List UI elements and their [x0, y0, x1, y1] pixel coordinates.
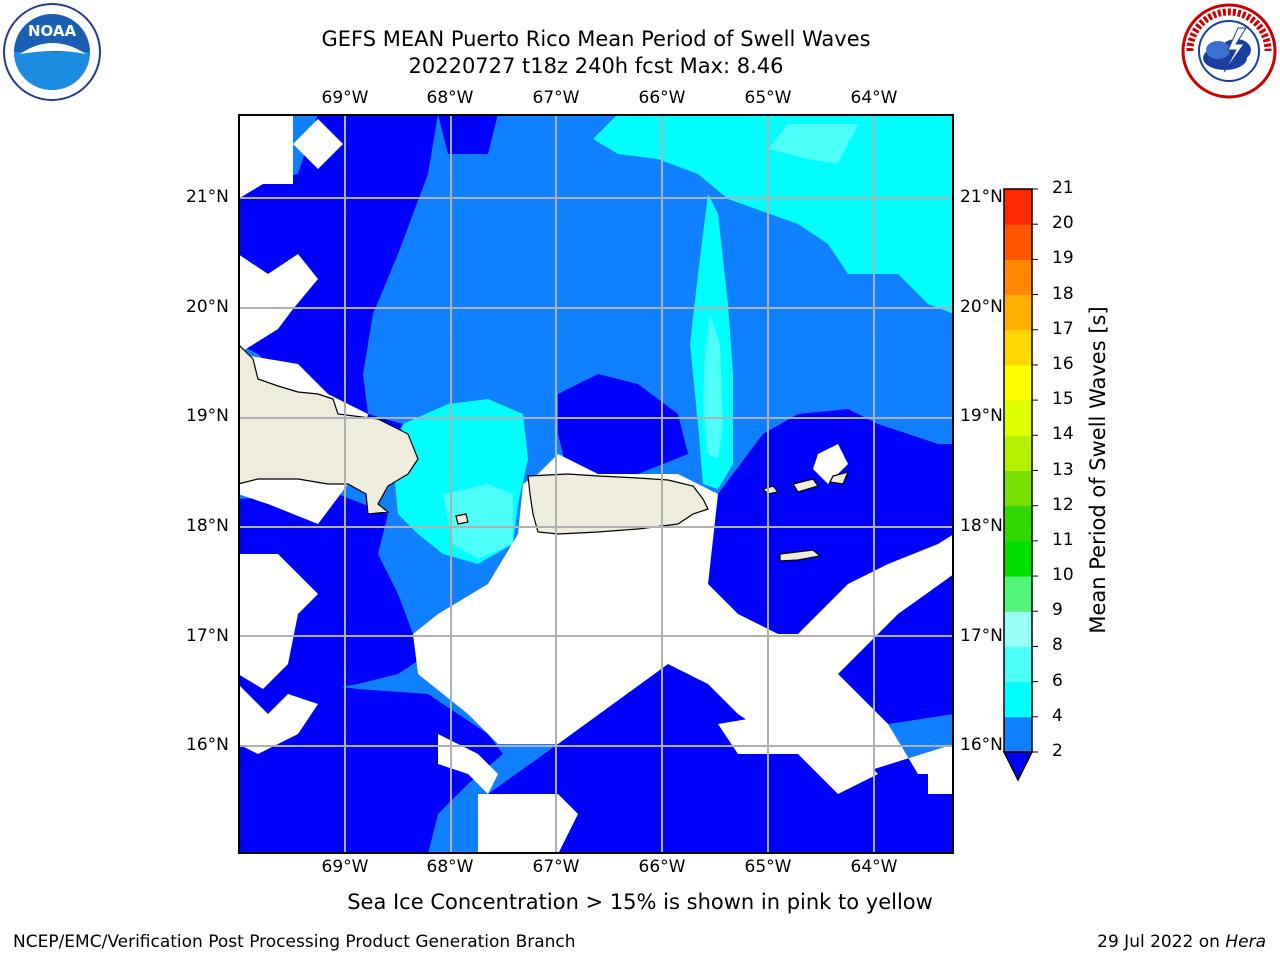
colorbar-frame: [1003, 188, 1033, 753]
colorbar-band-4: [1004, 681, 1032, 718]
footer-date-text: 29 Jul 2022 on: [1097, 932, 1220, 952]
lat-label-left-16n: 16°N: [186, 735, 229, 755]
noaa-logo: NOAA: [3, 3, 101, 101]
swell-light-cyan-tongue: [703, 314, 723, 459]
lon-label-top-64w: 64°W: [850, 88, 898, 108]
graticule: [238, 114, 954, 854]
map-border: [238, 114, 954, 854]
swell-deep-blue-southeast: [478, 664, 954, 854]
lon-label-top-66w: 66°W: [638, 88, 686, 108]
colorbar-bands: [1004, 188, 1038, 753]
colorbar-tick-15: 15: [1052, 389, 1074, 410]
colorbar-band-17: [1004, 294, 1032, 331]
mona-island-land: [455, 513, 469, 525]
colorbar-band-14: [1004, 400, 1032, 436]
lat-label-right-17n: 17°N: [960, 626, 1003, 646]
colorbar-band-12: [1004, 470, 1032, 507]
colorbar-tick-17: 17: [1052, 318, 1074, 339]
colorbar-tick-9: 9: [1052, 600, 1063, 621]
lat-label-left-21n: 21°N: [186, 187, 229, 207]
colorbar-tick-6: 6: [1052, 670, 1063, 691]
lat-label-right-19n: 19°N: [960, 406, 1003, 426]
colorbar-tick-2: 2: [1052, 741, 1063, 761]
lon-label-bottom-64w: 64°W: [850, 857, 898, 877]
colorbar-tick-13: 13: [1052, 459, 1074, 480]
lat-label-left-20n: 20°N: [186, 297, 229, 317]
colorbar-tick-12: 12: [1052, 494, 1074, 515]
lon-label-bottom-69w: 69°W: [321, 857, 369, 877]
lon-label-bottom-66w: 66°W: [638, 857, 686, 877]
map-title: GEFS MEAN Puerto Rico Mean Period of Swe…: [321, 27, 871, 51]
colorbar-band-2: [1004, 716, 1032, 753]
colorbar-band-19: [1004, 224, 1032, 260]
colorbar-band-16: [1004, 329, 1032, 366]
virgin-islands-land: [761, 471, 850, 495]
st-croix-land: [779, 549, 822, 562]
colorbar-tick-21: 21: [1052, 178, 1074, 198]
lon-label-top-69w: 69°W: [321, 88, 369, 108]
swell-light-cyan-south-pr: [443, 484, 513, 559]
footer-date: 29 Jul 2022 on Hera: [1097, 932, 1266, 952]
colorbar-under-arrow: [1002, 751, 1034, 782]
colorbar-band-6: [1004, 646, 1032, 683]
lon-label-bottom-68w: 68°W: [426, 857, 474, 877]
noaa-logo-text: NOAA: [28, 22, 77, 40]
lat-label-left-18n: 18°N: [186, 516, 229, 536]
nws-logo: [1181, 3, 1277, 99]
colorbar-tick-14: 14: [1052, 424, 1074, 445]
lon-label-bottom-67w: 67°W: [532, 857, 580, 877]
colorbar-title: Mean Period of Swell Waves [s]: [1086, 306, 1110, 634]
sea-ice-caption: Sea Ice Concentration > 15% is shown in …: [347, 890, 933, 914]
colorbar-tick-18: 18: [1052, 283, 1074, 304]
colorbar-tick-8: 8: [1052, 635, 1063, 656]
colorbar-tick-16: 16: [1052, 353, 1074, 374]
lat-label-left-19n: 19°N: [186, 406, 229, 426]
hispaniola-land: [238, 343, 419, 515]
colorbar-tick-20: 20: [1052, 213, 1074, 234]
colorbar-band-8: [1004, 611, 1032, 647]
colorbar-tick-10: 10: [1052, 565, 1074, 586]
colorbar-band-18: [1004, 259, 1032, 296]
colorbar-band-9: [1004, 576, 1032, 612]
colorbar: [1002, 188, 1038, 782]
swell-deep-blue-west: [238, 114, 438, 444]
colorbar-band-15: [1004, 364, 1032, 401]
lon-label-top-65w: 65°W: [744, 88, 792, 108]
lat-label-right-18n: 18°N: [960, 516, 1003, 536]
swell-cyan-region: [593, 114, 954, 314]
swell-deep-blue-mid: [558, 374, 688, 474]
footer-machine: Hera: [1225, 932, 1266, 952]
lat-label-left-17n: 17°N: [186, 626, 229, 646]
swell-light-cyan-patch: [768, 124, 858, 164]
map-panel: [238, 114, 954, 854]
colorbar-tick-19: 19: [1052, 248, 1074, 269]
lat-label-right-16n: 16°N: [960, 735, 1003, 755]
lon-label-top-67w: 67°W: [532, 88, 580, 108]
colorbar-band-10: [1004, 540, 1032, 577]
lon-label-bottom-65w: 65°W: [744, 857, 792, 877]
lon-label-top-68w: 68°W: [426, 88, 474, 108]
colorbar-band-20: [1004, 189, 1032, 225]
colorbar-band-11: [1004, 505, 1032, 542]
lat-label-right-21n: 21°N: [960, 187, 1003, 207]
lat-label-right-20n: 20°N: [960, 297, 1003, 317]
swell-deep-blue-north: [438, 114, 498, 154]
map-svg: [238, 114, 954, 854]
colorbar-band-13: [1004, 435, 1032, 471]
footer-credit: NCEP/EMC/Verification Post Processing Pr…: [13, 932, 576, 952]
colorbar-tick-11: 11: [1052, 529, 1074, 550]
colorbar-tick-4: 4: [1052, 705, 1063, 726]
map-subtitle: 20220727 t18z 240h fcst Max: 8.46: [408, 54, 784, 78]
